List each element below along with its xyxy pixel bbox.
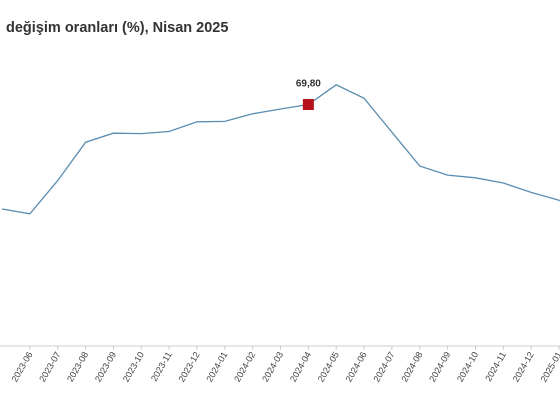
x-tick-label-2023-10: 2023-10 <box>121 350 146 384</box>
x-tick-label-2024-07: 2024-07 <box>371 350 396 384</box>
data-point-2023-08[interactable] <box>84 140 88 144</box>
data-point-2023-12[interactable] <box>195 120 199 124</box>
data-point-2024-02[interactable] <box>251 112 255 116</box>
data-point-2023-10[interactable] <box>139 132 143 136</box>
x-tick-label-2024-08: 2024-08 <box>399 350 424 384</box>
series-points <box>0 83 560 217</box>
x-tick-label-2024-09: 2024-09 <box>427 350 452 384</box>
data-point-2023-09[interactable] <box>111 131 115 135</box>
data-point-2023-06[interactable] <box>28 212 32 216</box>
data-point-2024-03[interactable] <box>279 107 283 111</box>
data-point-2023-05[interactable] <box>0 207 4 211</box>
data-point-2024-11[interactable] <box>501 181 505 185</box>
x-tick-label-2023-11: 2023-11 <box>149 350 174 383</box>
highlight-data-label: 69,80 <box>296 78 321 89</box>
x-tick-label-2023-06: 2023-06 <box>9 350 34 384</box>
data-point-2023-11[interactable] <box>167 129 171 133</box>
chart-title: değişim oranları (%), Nisan 2025 <box>6 20 229 36</box>
x-tick-label-2024-03: 2024-03 <box>260 350 285 384</box>
data-point-2024-06[interactable] <box>362 96 366 100</box>
data-point-2024-07[interactable] <box>390 130 394 134</box>
x-axis-ticks: 2023-06 2023-07 2023-08 2023-09 2023-10 2023-… <box>9 346 560 384</box>
highlight-marker[interactable] <box>302 98 314 110</box>
x-tick-label-2025-01: 2025-01 <box>539 350 560 384</box>
x-tick-label-2024-01: 2024-01 <box>204 350 229 384</box>
x-tick-label-2024-12: 2024-12 <box>511 350 536 384</box>
x-tick-label-2024-10: 2024-10 <box>455 350 480 384</box>
x-tick-label-2023-12: 2023-12 <box>177 350 202 384</box>
data-point-2024-09[interactable] <box>446 173 450 177</box>
data-point-2024-01[interactable] <box>223 119 227 123</box>
data-point-2024-08[interactable] <box>418 164 422 168</box>
x-tick-label-2024-05: 2024-05 <box>316 350 341 384</box>
series-line <box>1 84 560 215</box>
x-axis: 2023-06 2023-07 2023-08 2023-09 2023-10 2023-… <box>0 345 560 384</box>
x-tick-label-2023-08: 2023-08 <box>65 350 90 384</box>
data-point-2024-10[interactable] <box>473 176 477 180</box>
x-tick-label-2024-11: 2024-11 <box>483 350 508 383</box>
x-tick-label-2023-09: 2023-09 <box>93 350 118 384</box>
x-tick-label-2023-07: 2023-07 <box>37 350 62 384</box>
x-tick-label-2024-06: 2024-06 <box>344 350 369 384</box>
data-point-2024-12[interactable] <box>529 190 533 194</box>
x-tick-label-2024-02: 2024-02 <box>232 350 257 384</box>
data-point-2024-05[interactable] <box>334 83 338 87</box>
data-point-2023-07[interactable] <box>56 179 60 183</box>
x-tick-label-2024-04: 2024-04 <box>288 350 313 384</box>
